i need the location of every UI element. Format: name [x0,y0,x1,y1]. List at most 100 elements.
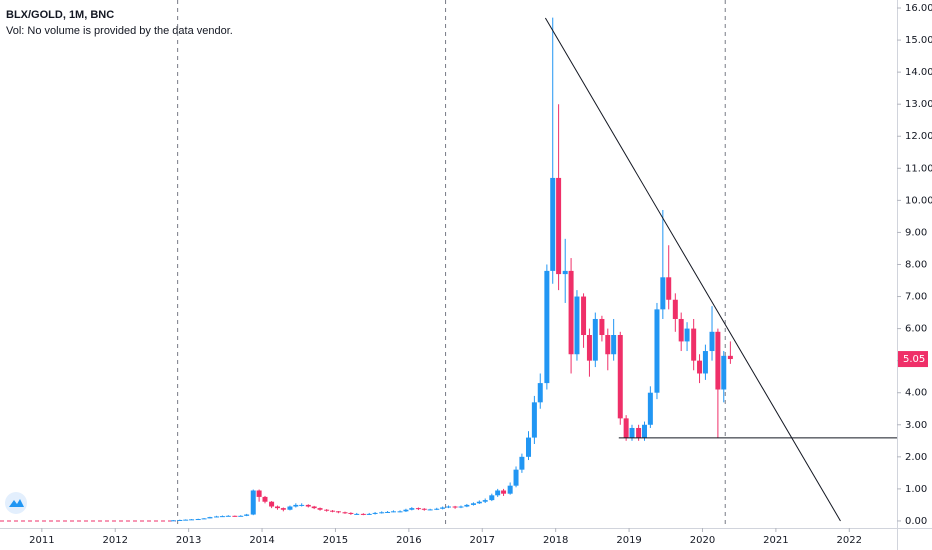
candle-body [458,506,464,508]
candle-body [372,512,378,514]
candle-body [550,177,556,271]
candle-body [317,508,323,510]
candle-body [507,485,513,494]
candle-body [489,495,495,501]
candle-body [623,418,629,438]
candle-body [611,335,617,355]
candle-body [617,335,623,419]
candle-body [709,331,715,352]
candle-body [293,504,299,507]
x-tick-label: 2019 [616,535,641,546]
candle-body [470,503,476,505]
candle-body [390,511,396,513]
y-tick-label: 3.00 [905,420,927,431]
x-tick-label: 2020 [690,535,715,546]
logo-mark[interactable] [9,499,24,507]
candle-body [397,511,403,513]
candle-body [666,277,672,300]
candle-body [495,490,501,496]
candle-body [342,512,348,514]
candle-body [636,427,642,438]
candle-body [691,328,697,361]
candle-body [526,437,532,457]
y-tick-label: 8.00 [905,259,927,270]
candle-body [672,299,678,319]
candle-body [519,456,525,470]
candle-body [452,506,458,508]
candle-body [660,277,666,310]
candle-body [654,309,660,393]
candle-body [531,402,537,438]
candle-body [409,508,415,510]
candle-body [379,512,385,514]
x-tick-label: 2018 [543,535,568,546]
candle-body [348,512,354,514]
y-tick-label: 15.00 [905,35,932,46]
candle-body [244,514,250,516]
candle-body [189,519,195,521]
candle-body [715,331,721,390]
candle-body [629,427,635,438]
candle-body [170,520,176,522]
candle-body [464,504,470,507]
x-tick-label: 2015 [323,535,348,546]
candle-body [697,360,703,374]
candle-body [366,513,372,515]
candle-body [537,383,543,403]
candle-body [238,515,244,517]
y-tick-label: 12.00 [905,131,932,142]
x-tick-label: 2011 [29,535,54,546]
candle-body [219,516,225,518]
y-tick-label: 16.00 [905,3,932,14]
candle-body [403,509,409,512]
y-tick-label: 14.00 [905,67,932,78]
candle-body [556,177,562,275]
candle-body [280,508,286,510]
candle-body [183,519,189,521]
trendline [544,17,841,522]
candle-body [727,355,733,360]
candle-body [262,496,268,502]
x-tick-label: 2021 [763,535,788,546]
candle-body [574,296,580,355]
x-tick-label: 2016 [396,535,421,546]
logo[interactable] [5,492,27,514]
candle-body [513,469,519,486]
x-tick-label: 2014 [249,535,274,546]
candle-body [482,500,488,502]
y-tick-label: 10.00 [905,195,932,206]
chart-title: BLX/GOLD, 1M, BNC [6,9,114,21]
candle-body [207,517,213,519]
y-tick-label: 7.00 [905,292,927,303]
candle-body [415,508,421,510]
y-tick-label: 2.00 [905,452,927,463]
x-tick-label: 2022 [837,535,862,546]
candle-body [568,270,574,355]
x-tick-label: 2012 [103,535,128,546]
candle-body [641,424,647,438]
candle-body [225,515,231,517]
candle-body [354,513,360,515]
candle-body [605,335,611,355]
candle-body [684,328,690,342]
candle-body [250,490,256,515]
candle-body [581,296,587,336]
y-tick-label: 1.00 [905,484,927,495]
y-tick-label: 11.00 [905,163,932,174]
candle-body [446,506,451,508]
candle-body [256,490,262,497]
candle-body [201,518,207,520]
x-tick-label: 2013 [176,535,201,546]
candle-body [330,510,336,512]
y-tick-label: 0.00 [905,516,927,527]
y-tick-label: 4.00 [905,388,927,399]
candle-body [360,513,366,515]
candle-body [544,270,550,384]
candle-body [721,355,727,390]
candle-body [592,318,598,361]
candle-body [678,318,684,342]
candle-body [287,506,293,510]
candle-body [335,511,341,513]
chart-subtitle: Vol: No volume is provided by the data v… [6,25,233,37]
